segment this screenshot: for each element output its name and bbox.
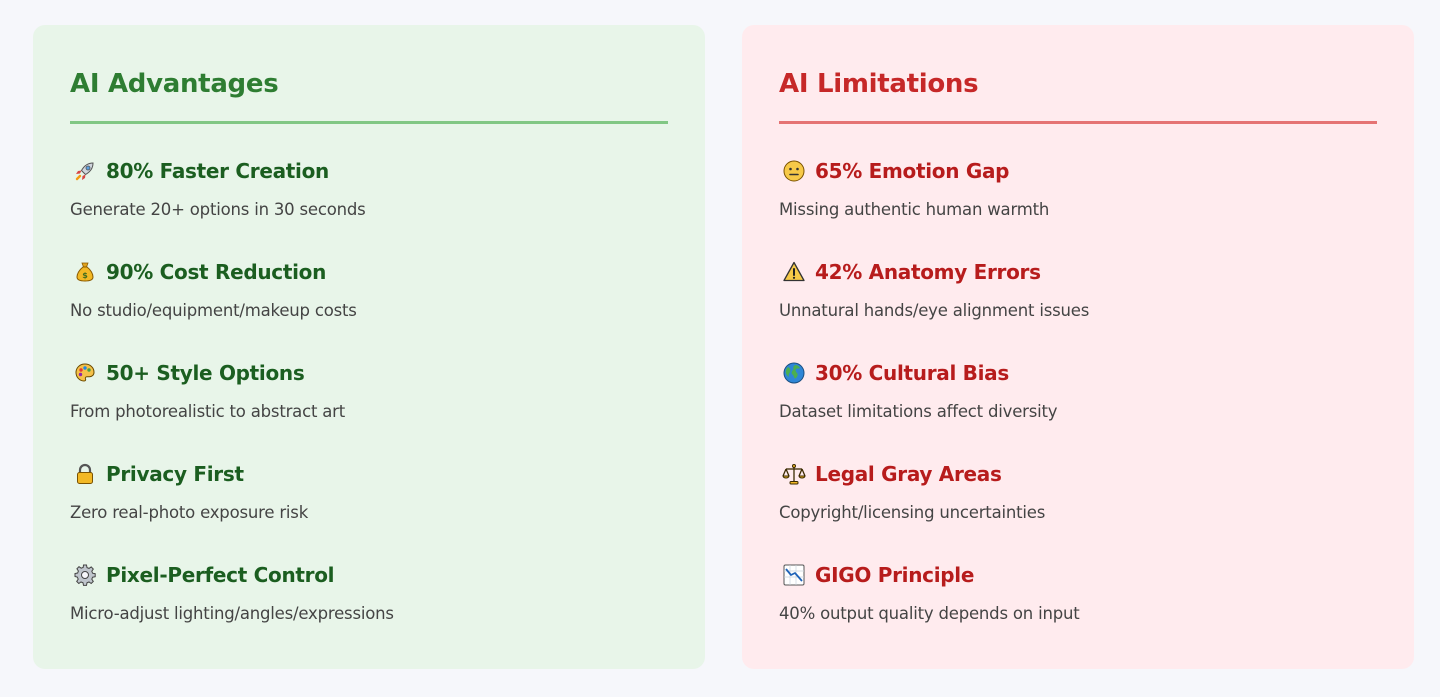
limitation-description: Copyright/licensing uncertainties bbox=[779, 503, 1046, 522]
list-item: 30% Cultural Bias Dataset limitations af… bbox=[779, 356, 1377, 457]
gear-icon bbox=[70, 561, 100, 589]
advantage-description: Zero real-photo exposure risk bbox=[70, 503, 309, 522]
limitations-title: AI Limitations bbox=[779, 69, 979, 99]
limitation-description: Missing authentic human warmth bbox=[779, 200, 1050, 219]
limitation-description: Dataset limitations affect diversity bbox=[779, 402, 1058, 421]
limitation-description: Unnatural hands/eye alignment issues bbox=[779, 301, 1090, 320]
advantage-description: Generate 20+ options in 30 seconds bbox=[70, 200, 366, 219]
advantages-list: 80% Faster Creation Generate 20+ options… bbox=[70, 154, 668, 659]
limitations-panel: AI Limitations 65% Emotion Gap Missing a… bbox=[742, 25, 1414, 669]
svg-text:$: $ bbox=[82, 271, 88, 280]
limitation-title: Legal Gray Areas bbox=[815, 462, 1002, 486]
globe-icon bbox=[779, 359, 809, 387]
list-item: Pixel-Perfect Control Micro-adjust light… bbox=[70, 558, 668, 659]
neutral-face-icon bbox=[779, 157, 809, 185]
warning-icon bbox=[779, 258, 809, 286]
list-item: 80% Faster Creation Generate 20+ options… bbox=[70, 154, 668, 255]
advantage-title: 80% Faster Creation bbox=[106, 159, 329, 183]
advantage-description: Micro-adjust lighting/angles/expressions bbox=[70, 604, 394, 623]
advantages-title: AI Advantages bbox=[70, 69, 279, 99]
list-item: 42% Anatomy Errors Unnatural hands/eye a… bbox=[779, 255, 1377, 356]
advantages-divider bbox=[70, 121, 668, 124]
rocket-icon bbox=[70, 157, 100, 185]
advantage-description: No studio/equipment/makeup costs bbox=[70, 301, 357, 320]
money-bag-icon: $ bbox=[70, 258, 100, 286]
advantage-description: From photorealistic to abstract art bbox=[70, 402, 346, 421]
limitations-divider bbox=[779, 121, 1377, 124]
list-item: $ 90% Cost Reduction No studio/equipment… bbox=[70, 255, 668, 356]
chart-decreasing-icon bbox=[779, 561, 809, 589]
advantage-title: 90% Cost Reduction bbox=[106, 260, 327, 284]
advantage-title: Privacy First bbox=[106, 462, 244, 486]
limitations-list: 65% Emotion Gap Missing authentic human … bbox=[779, 154, 1377, 659]
list-item: 65% Emotion Gap Missing authentic human … bbox=[779, 154, 1377, 255]
list-item: Legal Gray Areas Copyright/licensing unc… bbox=[779, 457, 1377, 558]
limitation-title: 65% Emotion Gap bbox=[815, 159, 1010, 183]
palette-icon bbox=[70, 359, 100, 387]
limitation-title: 30% Cultural Bias bbox=[815, 361, 1009, 385]
balance-scale-icon bbox=[779, 460, 809, 488]
limitation-title: GIGO Principle bbox=[815, 563, 975, 587]
list-item: 50+ Style Options From photorealistic to… bbox=[70, 356, 668, 457]
list-item: GIGO Principle 40% output quality depend… bbox=[779, 558, 1377, 659]
list-item: Privacy First Zero real-photo exposure r… bbox=[70, 457, 668, 558]
advantages-panel: AI Advantages 80% Faster Creation Genera… bbox=[33, 25, 705, 669]
lock-icon bbox=[70, 460, 100, 488]
limitation-description: 40% output quality depends on input bbox=[779, 604, 1080, 623]
advantage-title: Pixel-Perfect Control bbox=[106, 563, 335, 587]
advantage-title: 50+ Style Options bbox=[106, 361, 305, 385]
limitation-title: 42% Anatomy Errors bbox=[815, 260, 1041, 284]
